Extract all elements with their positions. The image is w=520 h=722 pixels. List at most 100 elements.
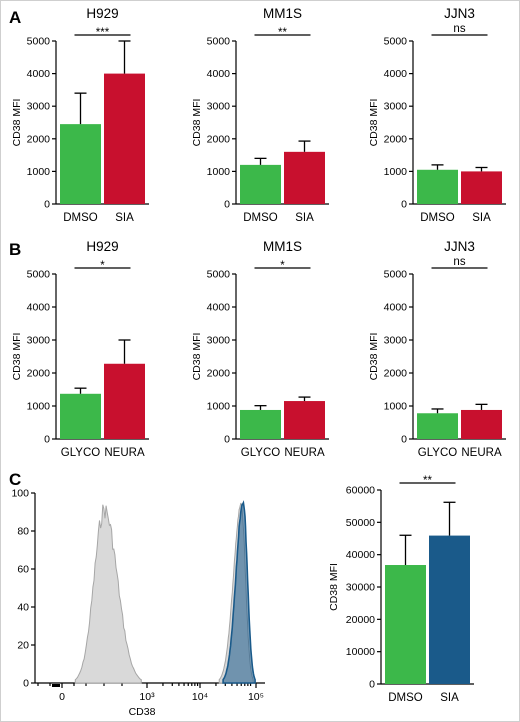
y-axis-label: CD38 MFI — [368, 333, 380, 381]
y-tick-label: 20000 — [346, 614, 375, 626]
category-label: GLYCO — [241, 447, 280, 459]
bar-sia — [429, 535, 470, 684]
chart-title: JJN3 — [444, 6, 475, 21]
y-axis-label: CD38 MFI — [11, 333, 23, 381]
bar-chart-6: JJN3 0 1000 2000 3000 4000 5000 CD38 MFI GLYCO NE… — [368, 239, 506, 459]
category-label: SIA — [472, 212, 491, 224]
histogram-y-tick-label: 80 — [17, 526, 29, 538]
bar-chart-5: MM1S 0 1000 2000 3000 4000 5000 CD38 MFI GLYCO NE… — [191, 239, 329, 459]
y-tick-label: 1000 — [207, 166, 231, 178]
category-label: NEURA — [104, 447, 145, 459]
y-axis-label: CD38 MFI — [368, 99, 380, 147]
y-axis-label: CD38 MFI — [328, 563, 340, 611]
bar-chart-3: JJN3 0 1000 2000 3000 4000 5000 CD38 MFI DMSO SIA… — [368, 6, 506, 224]
category-label: GLYCO — [61, 447, 100, 459]
y-tick-label: 40000 — [346, 549, 375, 561]
y-tick-label: 3000 — [207, 101, 231, 113]
significance-label: ns — [453, 23, 465, 35]
bar-chart-2: MM1S 0 1000 2000 3000 4000 5000 CD38 MFI DMSO SIA… — [191, 6, 329, 224]
y-tick-label: 4000 — [27, 302, 51, 314]
panel-letter-a: A — [9, 8, 21, 27]
significance-label: *** — [96, 27, 110, 39]
histogram-x-axis-label: CD38 — [129, 706, 156, 718]
y-tick-label: 5000 — [384, 269, 408, 281]
bar-dmso — [240, 164, 281, 204]
category-label: SIA — [295, 212, 314, 224]
chart-title: MM1S — [263, 6, 302, 21]
y-tick-label: 4000 — [207, 68, 231, 80]
panel-letter-b: B — [9, 240, 21, 259]
y-tick-label: 2000 — [207, 368, 231, 380]
y-axis-label: CD38 MFI — [191, 99, 203, 147]
chart-title: H929 — [86, 6, 118, 21]
y-tick-label: 2000 — [27, 133, 51, 145]
y-tick-label: 10000 — [346, 646, 375, 658]
histogram-chart: 0 20 40 60 80 100 0 10³ 10⁴ 10⁵ CD38 — [11, 488, 265, 718]
panel-letter-c: C — [9, 470, 21, 489]
y-tick-label: 4000 — [384, 302, 408, 314]
y-tick-label: 0 — [224, 199, 230, 211]
y-tick-label: 4000 — [384, 68, 408, 80]
histogram-isotype-left — [74, 504, 142, 684]
y-axis-label: CD38 MFI — [11, 99, 23, 147]
category-label: DMSO — [388, 692, 423, 704]
y-tick-label: 2000 — [384, 133, 408, 145]
y-tick-label: 3000 — [27, 101, 51, 113]
y-tick-label: 4000 — [27, 68, 51, 80]
y-tick-label: 1000 — [384, 401, 408, 413]
y-tick-label: 1000 — [27, 401, 51, 413]
bar-neura — [461, 409, 502, 439]
y-axis-label: CD38 MFI — [191, 333, 203, 381]
bar-dmso — [417, 169, 458, 204]
bar-glyco — [60, 393, 101, 439]
y-tick-label: 3000 — [384, 335, 408, 347]
histogram-x-tick-label: 0 — [59, 691, 65, 703]
y-tick-label: 3000 — [384, 101, 408, 113]
histogram-zero-marker — [52, 684, 60, 687]
y-tick-label: 5000 — [27, 36, 51, 48]
y-tick-label: 60000 — [346, 485, 375, 497]
bar-chart-1: H929 0 1000 2000 3000 4000 5000 CD38 MFI DMSO SIA… — [11, 6, 149, 224]
y-tick-label: 1000 — [207, 401, 231, 413]
y-tick-label: 5000 — [384, 36, 408, 48]
y-tick-label: 4000 — [207, 302, 231, 314]
category-label: DMSO — [243, 212, 278, 224]
y-tick-label: 0 — [369, 679, 375, 691]
category-label: DMSO — [420, 212, 455, 224]
y-tick-label: 2000 — [207, 133, 231, 145]
chart-title: JJN3 — [444, 239, 475, 254]
significance-label: * — [100, 260, 105, 272]
category-label: NEURA — [284, 447, 325, 459]
y-tick-label: 30000 — [346, 582, 375, 594]
bar-dmso — [60, 124, 101, 204]
y-tick-label: 3000 — [207, 335, 231, 347]
histogram-x-tick-label: 10⁴ — [192, 691, 208, 703]
bar-glyco — [240, 409, 281, 439]
y-tick-label: 0 — [401, 434, 407, 446]
bar-neura — [284, 401, 325, 439]
chart-title: MM1S — [263, 239, 302, 254]
significance-label: ** — [423, 475, 432, 487]
y-tick-label: 3000 — [27, 335, 51, 347]
bar-chart-4: H929 0 1000 2000 3000 4000 5000 CD38 MFI GLYCO NE… — [11, 239, 149, 459]
chart-title: H929 — [86, 239, 118, 254]
significance-label: ** — [278, 27, 287, 39]
y-tick-label: 2000 — [27, 368, 51, 380]
y-tick-label: 0 — [44, 434, 50, 446]
bar-neura — [104, 363, 145, 439]
bar-glyco — [417, 413, 458, 439]
histogram-y-tick-label: 60 — [17, 564, 29, 576]
bar-sia — [104, 73, 145, 204]
y-tick-label: 0 — [44, 199, 50, 211]
y-tick-label: 1000 — [384, 166, 408, 178]
category-label: SIA — [115, 212, 134, 224]
y-tick-label: 50000 — [346, 517, 375, 529]
histogram-y-tick-label: 100 — [11, 488, 29, 500]
bar-chart-8: 0 10000 20000 30000 40000 50000 60000 CD38 MFI D… — [328, 475, 474, 704]
category-label: DMSO — [63, 212, 98, 224]
significance-label: * — [280, 260, 285, 272]
y-tick-label: 5000 — [207, 36, 231, 48]
